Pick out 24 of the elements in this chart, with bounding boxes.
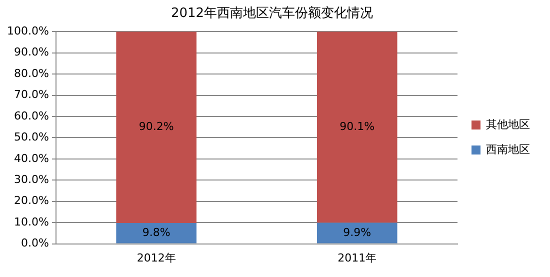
y-tick-label: 10.0% <box>14 215 49 228</box>
y-tick-label: 100.0% <box>6 24 49 38</box>
y-tick-label: 90.0% <box>14 46 49 59</box>
data-label: 90.1% <box>340 120 375 134</box>
legend-label: 西南地区 <box>486 142 530 156</box>
y-tick-label: 50.0% <box>14 130 49 144</box>
data-label: 90.2% <box>138 120 174 134</box>
bar <box>316 222 398 244</box>
x-tick-label: 2011年 <box>338 251 377 264</box>
x-tick-label: 2012年 <box>136 251 176 264</box>
y-tick-label: 70.0% <box>14 88 49 102</box>
y-tick-label: 0.0% <box>20 236 49 250</box>
y-tick-label: 80.0% <box>14 66 49 80</box>
y-tick-label: 40.0% <box>14 152 49 165</box>
chart-title: 2012年西南地区汽车份额变化情况 <box>170 6 374 22</box>
bar <box>116 223 196 244</box>
data-label: 9.9% <box>343 226 372 239</box>
y-tick-label: 20.0% <box>14 194 49 208</box>
data-label: 9.8% <box>142 226 170 240</box>
bar <box>316 32 398 223</box>
legend-label: 其他地区 <box>486 118 530 131</box>
y-tick-label: 60.0% <box>14 109 49 122</box>
bar <box>116 32 196 224</box>
y-tick-label: 30.0% <box>14 173 49 186</box>
